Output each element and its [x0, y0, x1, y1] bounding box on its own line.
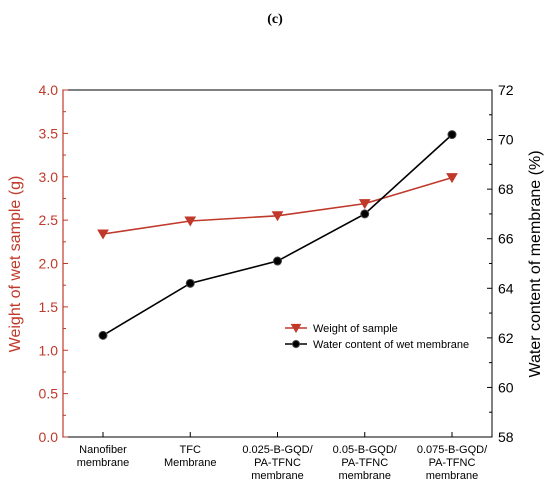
x-tick-label-line: membrane	[251, 470, 304, 482]
y-right-tick-label: 68	[498, 181, 514, 197]
y-left-tick-label: 2.5	[39, 212, 59, 228]
y-left-tick-label: 3.5	[39, 125, 59, 141]
data-point-weight	[97, 229, 109, 240]
data-point-weight	[184, 216, 197, 227]
y-right-tick-label: 66	[498, 231, 514, 247]
data-point-water-content	[273, 256, 282, 266]
x-tick-label: 0.025-B-GQD/PA-TFNC membrane	[242, 444, 313, 482]
x-tick-label-line: membrane	[426, 470, 479, 482]
panel-label: (c)	[267, 12, 283, 27]
legend-label-water-content: Water content of wet membrane	[313, 339, 469, 351]
y-right-tick-label: 58	[498, 429, 514, 445]
y-right-tick-label: 64	[498, 280, 514, 296]
y-right-tick-label: 72	[498, 82, 514, 98]
data-point-water-content	[447, 130, 457, 140]
x-tick-label-line: PA-TFNC	[254, 457, 301, 469]
x-tick-label-line: 0.05-B-GQD/	[333, 444, 398, 456]
y-left-tick-label: 1.0	[39, 342, 59, 358]
x-tick-label-line: 0.025-B-GQD/	[242, 444, 313, 456]
series-layer	[97, 130, 458, 340]
x-tick-label-line: Nanofiber	[79, 444, 127, 456]
y-right-tick-label: 62	[498, 330, 514, 346]
y-left-tick-label: 1.5	[39, 299, 59, 315]
y-left-tick-label: 0.5	[39, 386, 59, 402]
ticks-layer: 0.0 0.5 1.0 1.5 2.0 2.5 3.0 3.5 4.0 58 60 62 64 66 68 7…	[39, 82, 514, 482]
x-tick-label-line: membrane	[338, 470, 391, 482]
x-tick-label-line: PA-TFNC	[341, 457, 388, 469]
x-tick-label: Nanofiber membrane	[77, 444, 130, 469]
y-left-tick-label: 0.0	[39, 429, 59, 445]
y-right-tick-label: 70	[498, 132, 514, 148]
x-tick-label: TFC Membrane	[164, 444, 217, 469]
x-tick-label: 0.05-B-GQD/PA-TFNC membrane	[333, 444, 398, 482]
x-tick-label: 0.075-B-GQD/PA-TFNC membrane	[417, 444, 488, 482]
series-line-weight	[102, 176, 453, 235]
data-point-weight	[358, 199, 371, 210]
x-tick-label-line: PA-TFNC	[429, 457, 476, 469]
legend-marker-weight	[290, 323, 302, 334]
x-tick-label-line: membrane	[77, 457, 130, 469]
series-line-water-content	[102, 134, 453, 337]
data-point-water-content	[185, 278, 195, 288]
legend: Weight of sample Water content of wet mem…	[285, 323, 469, 351]
data-point-water-content	[98, 330, 108, 340]
data-point-weight	[271, 211, 284, 222]
legend-label-weight: Weight of sample	[313, 323, 398, 335]
data-point-water-content	[360, 209, 370, 219]
y-left-tick-label: 3.0	[39, 169, 59, 185]
y-left-tick-label: 2.0	[39, 256, 59, 272]
y-axis-right-title: Water content of membrane (%)	[527, 150, 544, 377]
x-tick-label-line: TFC	[180, 444, 201, 456]
y-right-tick-label: 60	[498, 379, 514, 395]
x-tick-label-line: Membrane	[164, 457, 217, 469]
data-point-weight	[446, 173, 458, 184]
x-tick-label-line: 0.075-B-GQD/	[417, 444, 488, 456]
y-left-tick-label: 4.0	[39, 82, 59, 98]
legend-marker-water-content	[292, 340, 300, 348]
y-axis-left-title: Weight of wet sample (g)	[7, 176, 24, 353]
